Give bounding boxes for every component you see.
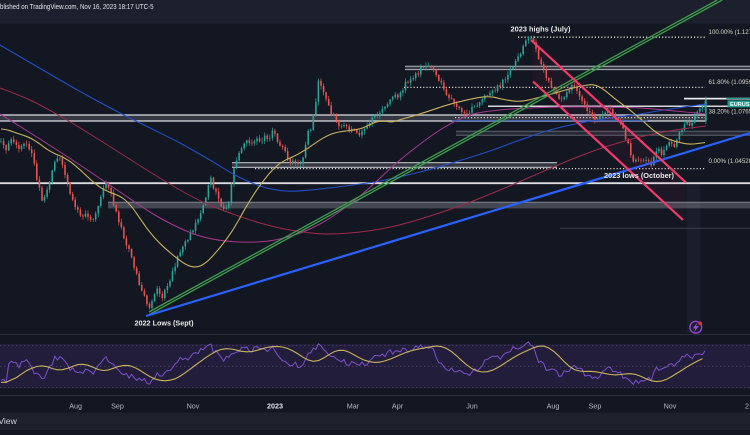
svg-text:Mar: Mar <box>347 402 360 411</box>
svg-text:100.00% (1.12760): 100.00% (1.12760) <box>709 29 750 36</box>
svg-text:TradingView: TradingView <box>0 416 18 426</box>
svg-text:Aug: Aug <box>69 402 82 411</box>
svg-text:Sep: Sep <box>111 402 124 411</box>
svg-text:Jun: Jun <box>466 402 478 411</box>
svg-text:2023: 2023 <box>267 402 283 411</box>
svg-text:61.80% (1.09598): 61.80% (1.09598) <box>709 79 750 86</box>
svg-text:2022 Lows (Sept): 2022 Lows (Sept) <box>135 318 194 327</box>
svg-text:38.20% (1.07654): 38.20% (1.07654) <box>709 109 750 116</box>
svg-text:2023 highs (July): 2023 highs (July) <box>511 24 571 33</box>
svg-text:EURUSD: EURUSD <box>730 102 750 108</box>
svg-text:2: 2 <box>745 402 749 411</box>
svg-text:Apr: Apr <box>392 402 404 411</box>
svg-text:Aug: Aug <box>547 402 560 411</box>
svg-text:Nov: Nov <box>187 402 200 411</box>
svg-text:2023 lows (October): 2023 lows (October) <box>604 171 674 180</box>
svg-text:0.00% (1.04520): 0.00% (1.04520) <box>709 158 750 165</box>
svg-text:Sep: Sep <box>589 402 602 411</box>
svg-text:Nov: Nov <box>664 402 677 411</box>
svg-text:Published on TradingView.com,: Published on TradingView.com, Nov 16, 20… <box>0 2 154 11</box>
